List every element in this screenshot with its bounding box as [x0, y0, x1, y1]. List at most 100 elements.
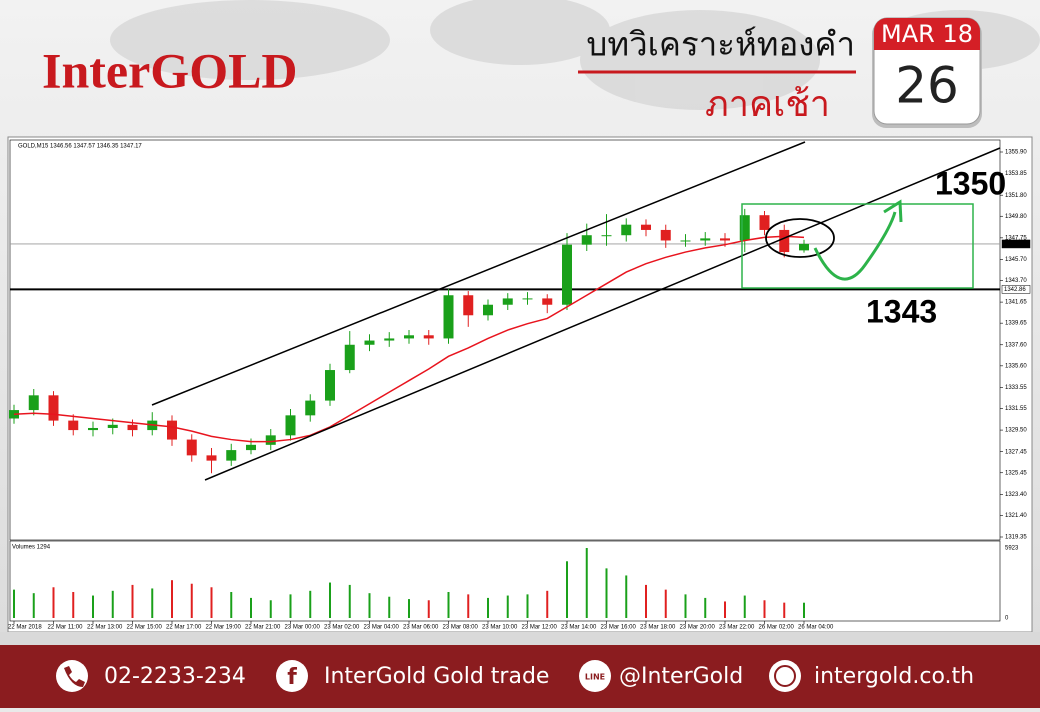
volume-label: Volumes 1294	[12, 545, 51, 551]
level-label: 1343	[866, 293, 937, 329]
candle-body	[68, 420, 79, 431]
candle-body	[660, 229, 671, 241]
x-tick-label: 23 Mar 08:00	[443, 625, 479, 631]
footer-icons: f LINE	[56, 660, 801, 692]
level-label: 1350	[935, 165, 1006, 201]
chart-title: GOLD,M15 1346.56 1347.57 1346.35 1347.17	[18, 144, 142, 150]
calendar: MAR 18 26	[872, 17, 982, 128]
candle-body	[107, 424, 118, 428]
calendar-month: MAR 18	[881, 20, 973, 48]
candle-body	[167, 420, 177, 440]
y-tick-label: 1355.90	[1005, 150, 1027, 156]
y-tick-label: 1323.40	[1005, 492, 1027, 498]
x-tick-label: 22 Mar 11:00	[48, 625, 84, 631]
y-tick-label: 1337.60	[1005, 342, 1027, 348]
price-box	[1001, 285, 1031, 294]
candle-body	[641, 224, 651, 230]
candle-body	[384, 338, 395, 341]
plot: 1355.90 1353.85 1351.80 1349.80 1347.75 1345.…	[8, 150, 1031, 631]
x-tick-label: 22 Mar 2018	[8, 625, 42, 631]
calendar-day: 26	[895, 57, 959, 115]
y-tick-label: 1347.75	[1005, 235, 1027, 241]
x-tick-label: 23 Mar 18:00	[640, 625, 676, 631]
footer-website: intergold.co.th	[814, 664, 974, 689]
highlight-ellipse	[765, 218, 835, 258]
y-tick-label: 1353.85	[1005, 171, 1027, 177]
x-tick-label: 23 Mar 14:00	[561, 625, 597, 631]
footer	[0, 645, 1040, 708]
candle-body	[720, 238, 730, 241]
candle-body	[522, 298, 533, 300]
candle-body	[206, 455, 217, 461]
candle-body	[404, 335, 414, 339]
subtitle: ภาคเช้า	[705, 84, 830, 125]
candle-body	[246, 444, 256, 451]
y-tick-label: 1325.45	[1005, 470, 1027, 476]
candle-body	[226, 450, 237, 461]
candle-body	[443, 295, 454, 339]
x-tick-label: 22 Mar 17:00	[166, 625, 202, 631]
candle-body	[344, 344, 355, 371]
y-tick-label: 1321.40	[1005, 513, 1027, 519]
volume-tick-label: 0	[1005, 616, 1009, 622]
candle-body	[621, 224, 632, 236]
y-tick-label: 1343.70	[1005, 278, 1027, 284]
x-tick-label: 23 Mar 22:00	[719, 625, 755, 631]
candle-body	[601, 235, 612, 237]
candle-body	[88, 427, 98, 431]
candle-body	[680, 240, 691, 242]
price-pane	[9, 139, 1001, 541]
channel-upper	[151, 141, 806, 406]
price-box	[1001, 239, 1031, 249]
x-tick-label: 23 Mar 10:00	[482, 625, 518, 631]
y-tick-label: 1331.55	[1005, 406, 1027, 412]
candle-body	[502, 298, 513, 305]
x-tick-label: 23 Mar 02:00	[324, 625, 360, 631]
candle-body	[305, 400, 316, 416]
arrow-head	[883, 199, 903, 223]
candle-body	[562, 244, 572, 305]
y-tick-label: 1341.65	[1005, 300, 1027, 306]
x-tick-label: 23 Mar 16:00	[601, 625, 637, 631]
candle-body	[779, 229, 790, 253]
candle-body	[483, 304, 493, 316]
footer-line: @InterGold	[619, 664, 743, 689]
footer-facebook: InterGold Gold trade	[324, 664, 549, 689]
candle-body	[463, 295, 474, 316]
x-tick-label: 23 Mar 20:00	[680, 625, 716, 631]
chart-panel	[7, 136, 1033, 633]
brand: InterGOLD	[42, 42, 298, 98]
candle-body	[265, 435, 276, 445]
y-tick-label: 1345.70	[1005, 257, 1027, 263]
y-tick-label: 1329.50	[1005, 428, 1027, 434]
candle-body	[127, 424, 138, 431]
x-tick-label: 23 Mar 00:00	[285, 625, 321, 631]
candle-body	[542, 298, 553, 305]
stripe	[0, 632, 1040, 645]
x-tick-label: 23 Mar 04:00	[364, 625, 400, 631]
candle-body	[581, 235, 592, 245]
candle-body	[186, 439, 197, 456]
candle-body	[285, 415, 296, 436]
price-box-label: 1347.17	[1004, 242, 1026, 248]
candle-body	[759, 215, 770, 230]
candle-body	[48, 395, 59, 421]
candle-body	[739, 215, 750, 241]
svg-text:LINE: LINE	[585, 673, 605, 682]
x-tick-label: 26 Mar 02:00	[759, 625, 795, 631]
y-tick-label: 1319.35	[1005, 535, 1027, 541]
x-tick-label: 23 Mar 12:00	[522, 625, 558, 631]
moving-average	[13, 235, 805, 443]
y-tick-label: 1327.45	[1005, 449, 1027, 455]
title: บทวิเคราะห์ทองคำ	[586, 25, 855, 64]
y-tick-label: 1333.55	[1005, 385, 1027, 391]
x-tick-label: 26 Mar 04:00	[798, 625, 834, 631]
candle-body	[799, 243, 809, 251]
volume-tick-label: 5923	[1005, 546, 1019, 552]
candle-body	[28, 395, 39, 411]
candle-body	[700, 238, 711, 241]
target-box	[741, 203, 974, 289]
x-tick-label: 23 Mar 06:00	[403, 625, 439, 631]
